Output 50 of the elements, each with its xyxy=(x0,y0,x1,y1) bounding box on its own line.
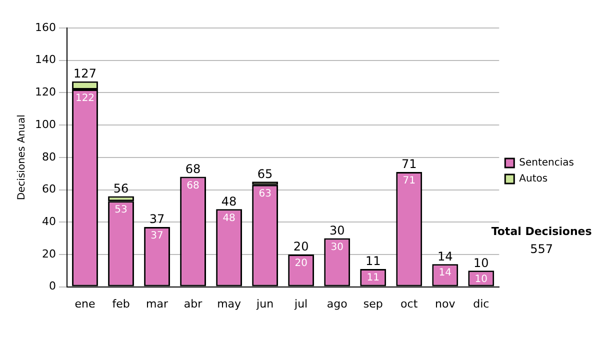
x-tick-label: abr xyxy=(184,297,203,310)
data-label: 48 xyxy=(222,212,236,224)
text: 557 xyxy=(530,242,554,256)
data-label: 10 xyxy=(474,274,488,286)
data-label: 53 xyxy=(114,204,128,216)
x-tick-label: mar xyxy=(146,297,168,310)
data-label: 20 xyxy=(294,258,308,270)
total-label: 37 xyxy=(149,212,165,226)
total-label: 127 xyxy=(74,66,96,81)
x-tick-label: jun xyxy=(256,297,274,310)
data-label: 63 xyxy=(258,188,272,200)
total-label: 10 xyxy=(473,256,489,270)
data-label: 71 xyxy=(402,176,416,187)
total-label: 48 xyxy=(221,194,237,208)
x-tick-label: may xyxy=(217,297,242,310)
x-tick-label: ago xyxy=(326,297,348,310)
total-label: 14 xyxy=(437,249,453,264)
y-axis-title: Decisiones Anual xyxy=(16,114,28,200)
data-label: 37 xyxy=(150,230,164,242)
y-tick-label: 40 xyxy=(42,214,56,228)
x-tick-label: oct xyxy=(400,297,418,310)
total-label: 65 xyxy=(257,166,273,181)
x-tick-label: nov xyxy=(435,297,456,310)
y-tick-label: 20 xyxy=(42,247,56,260)
x-tick-label: sep xyxy=(363,297,383,310)
total-label: 11 xyxy=(365,254,381,268)
data-label: 68 xyxy=(186,180,200,192)
legend-label: Autos xyxy=(519,174,548,185)
data-label: 11 xyxy=(366,272,380,284)
total-label: 71 xyxy=(401,157,417,172)
data-label: 14 xyxy=(438,268,452,279)
x-tick-label: ene xyxy=(74,297,96,310)
data-label: 30 xyxy=(330,242,344,253)
total-label: 20 xyxy=(293,240,309,254)
data-label: 122 xyxy=(75,93,95,104)
y-tick-label: 100 xyxy=(34,118,56,131)
y-tick-label: 0 xyxy=(48,280,56,293)
y-tick-label: 140 xyxy=(34,53,56,66)
y-tick-label: 60 xyxy=(42,182,56,196)
x-tick-label: jul xyxy=(294,297,308,310)
x-tick-label: dic xyxy=(473,297,490,310)
annotation: Total Decisiones xyxy=(491,224,592,238)
total-label: 68 xyxy=(185,162,201,176)
y-tick-label: 80 xyxy=(42,150,56,164)
total-label: 30 xyxy=(329,223,345,238)
y-tick-label: 160 xyxy=(34,20,56,34)
legend-label: Sentencias xyxy=(519,158,574,169)
total-label: 56 xyxy=(113,181,129,196)
x-tick-label: feb xyxy=(112,297,130,310)
y-tick-label: 120 xyxy=(34,86,56,99)
